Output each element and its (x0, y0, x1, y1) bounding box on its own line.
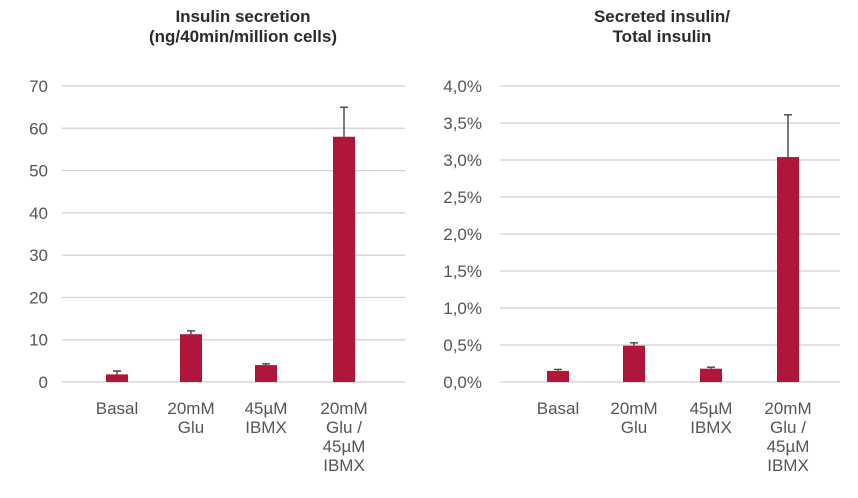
y-tick-label: 10 (29, 331, 48, 350)
error-bar (707, 366, 715, 369)
bar (623, 345, 645, 382)
y-tick-label: 60 (29, 119, 48, 138)
x-category-label: IBMX (690, 418, 732, 437)
x-category-label: Glu (621, 418, 647, 437)
error-bar (784, 114, 792, 158)
bar (547, 370, 569, 382)
y-tick-label: 0 (39, 373, 48, 392)
y-tick-label: 30 (29, 246, 48, 265)
chart-title-line: Secreted insulin/ (594, 7, 730, 26)
x-category-label: IBMX (767, 456, 809, 475)
x-category-label: IBMX (323, 456, 365, 475)
error-bar (340, 106, 348, 137)
y-tick-label: 20 (29, 288, 48, 307)
x-category-label: Basal (96, 399, 139, 418)
error-bar (554, 368, 562, 371)
y-tick-label: 0,5% (443, 336, 482, 355)
x-category-label: 45µM (767, 437, 810, 456)
y-tick-label: 3,5% (443, 114, 482, 133)
chart-title-line: Total insulin (613, 27, 712, 46)
x-category-label: 20mM (320, 399, 367, 418)
y-tick-label: 1,5% (443, 262, 482, 281)
insulin-secretion-chart: Insulin secretion(ng/40min/million cells… (29, 7, 405, 475)
secreted-over-total-chart: Secreted insulin/Total insulin 0,0% 0,5% 1,… (443, 7, 840, 475)
chart-title-line: (ng/40min/million cells) (149, 27, 337, 46)
error-bar (630, 342, 638, 346)
x-category-label: IBMX (245, 418, 287, 437)
y-tick-label: 0,0% (443, 373, 482, 392)
x-category-label: 45µM (245, 399, 288, 418)
bar (777, 157, 799, 382)
error-bar (262, 363, 270, 366)
y-tick-label: 40 (29, 204, 48, 223)
y-tick-label: 50 (29, 162, 48, 181)
error-bar (113, 370, 121, 375)
x-category-label: Basal (537, 399, 580, 418)
error-bar (187, 330, 195, 335)
y-tick-label: 1,0% (443, 299, 482, 318)
x-category-label: 45µM (323, 437, 366, 456)
x-category-label: 20mM (610, 399, 657, 418)
x-category-label: Glu / (326, 418, 362, 437)
bar (180, 334, 202, 382)
x-category-label: Glu / (770, 418, 806, 437)
y-tick-label: 3,0% (443, 151, 482, 170)
y-tick-label: 70 (29, 77, 48, 96)
bar (333, 136, 355, 382)
x-category-label: Glu (178, 418, 204, 437)
y-tick-label: 2,0% (443, 225, 482, 244)
x-category-label: 20mM (167, 399, 214, 418)
bar (106, 374, 128, 382)
bar (255, 365, 277, 382)
x-category-label: 20mM (764, 399, 811, 418)
x-category-label: 45µM (690, 399, 733, 418)
y-tick-label: 4,0% (443, 77, 482, 96)
y-tick-label: 2,5% (443, 188, 482, 207)
bar (700, 368, 722, 382)
chart-title-line: Insulin secretion (175, 7, 310, 26)
